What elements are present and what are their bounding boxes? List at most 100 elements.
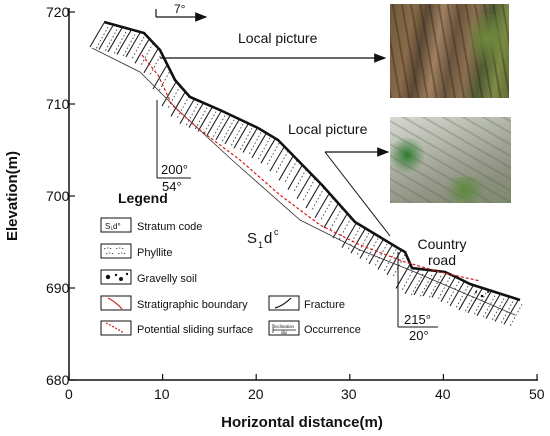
x-tick-marks — [68, 374, 538, 380]
occurrence-left-dip: 54° — [162, 179, 182, 194]
fracture-line — [449, 281, 465, 307]
occurrence-right-azimuth: 215° — [404, 312, 431, 327]
x-tick-0: 0 — [65, 386, 73, 402]
legend-phyllite: Phyllite — [137, 247, 172, 259]
fracture-line — [395, 264, 411, 289]
fracture-line — [170, 92, 186, 117]
phyllite-dash — [158, 68, 172, 92]
legend-occurrence-dip: dip — [281, 330, 288, 335]
legend-potential-sliding-surface: Potential sliding surface — [137, 324, 253, 336]
y-tick-720: 720 — [46, 4, 70, 20]
svg-text:S: S — [247, 230, 257, 247]
svg-text:1: 1 — [258, 240, 263, 250]
phyllite-dash — [365, 238, 379, 261]
x-tick-50: 50 — [529, 386, 545, 402]
phyllite-dash — [383, 249, 397, 272]
phyllite-dash — [419, 274, 433, 298]
phyllite-dash — [347, 227, 361, 250]
phyllite-dash — [122, 34, 136, 57]
phyllite-dash — [239, 128, 253, 151]
x-tick-30: 30 — [341, 386, 357, 402]
legend-phyllite-swatch — [100, 243, 132, 259]
fracture-line — [467, 288, 483, 314]
y-axis-title: Elevation(m) — [4, 151, 21, 241]
fracture-line — [179, 99, 195, 125]
legend-stratigraphic-boundary: Stratigraphic boundary — [137, 299, 248, 311]
fracture-line — [323, 203, 339, 229]
phyllite-dash — [455, 285, 469, 309]
phyllite-dash — [104, 29, 118, 52]
fracture-line — [413, 270, 429, 296]
legend-stratum-swatch — [100, 217, 132, 233]
fracture-line — [251, 133, 267, 159]
fracture-line — [188, 103, 204, 128]
phyllite-dash — [257, 137, 271, 161]
legend-fracture: Fracture — [304, 299, 345, 311]
fracture-line — [116, 30, 132, 55]
phyllite-dash — [338, 217, 352, 241]
y-tick-680: 680 — [46, 372, 70, 388]
phyllite-dash — [131, 36, 145, 60]
fracture-line — [143, 48, 159, 74]
phyllite-dash — [491, 298, 505, 321]
y-tick-700: 700 — [46, 188, 70, 204]
phyllite-dash — [149, 52, 163, 76]
dip-direction-indicator: 7° — [155, 2, 208, 22]
occurrence-right: 215° 20° — [397, 252, 438, 343]
local-picture-top-label: Local picture — [238, 30, 318, 46]
legend-occurrence: Occurrence — [304, 324, 361, 336]
fracture-line — [233, 123, 249, 149]
fracture-line — [107, 27, 123, 53]
fracture-line — [305, 183, 321, 209]
legend-stratum-symbol: S₁d° — [105, 222, 121, 231]
legend-gravelly-soil: Gravelly soil — [137, 273, 197, 285]
stratum-code-label: S 1 d c — [247, 227, 279, 250]
fracture-line — [494, 297, 510, 322]
occurrence-left-azimuth: 200° — [161, 162, 188, 177]
x-tick-10: 10 — [154, 386, 170, 402]
fracture-line — [287, 165, 303, 190]
x-tick-20: 20 — [248, 386, 264, 402]
phyllite-dash — [140, 43, 154, 66]
fracture-line — [161, 81, 177, 107]
phyllite-dash — [230, 123, 244, 147]
x-tick-40: 40 — [435, 386, 451, 402]
phyllite-dash — [185, 103, 199, 126]
phyllite-dash — [95, 26, 109, 50]
fracture-line — [422, 271, 438, 297]
phyllite-dash — [329, 207, 343, 231]
y-tick-710: 710 — [46, 96, 70, 112]
fracture-line — [377, 245, 393, 270]
phyllite-dash — [284, 160, 298, 183]
fracture-line — [89, 22, 105, 48]
y-tick-690: 690 — [46, 280, 70, 296]
local-picture-top-callout: Local picture — [160, 30, 387, 63]
fracture-line — [503, 300, 519, 325]
phyllite-dash — [248, 132, 262, 155]
lower-boundary — [91, 47, 516, 316]
phyllite-dash — [473, 292, 487, 316]
fracture-line — [260, 138, 276, 164]
phyllite-dash — [203, 111, 217, 134]
local-picture-mid-callout: Local picture — [288, 121, 391, 237]
legend-fracture-swatch — [268, 295, 300, 311]
phyllite-dash — [293, 169, 307, 192]
phyllite-dash — [446, 281, 460, 304]
fracture-line — [296, 174, 312, 200]
fracture-line — [152, 64, 168, 90]
phyllite-dash — [212, 115, 226, 138]
gravelly-soil-marks — [475, 291, 489, 298]
legend-boundary-swatch — [100, 295, 132, 311]
ground-surface — [103, 20, 521, 302]
fracture-line — [359, 234, 375, 259]
phyllite-dash — [302, 178, 316, 201]
occurrence-left: 200° 54° — [156, 100, 191, 194]
fracture-line — [125, 32, 141, 58]
phyllite-dash — [356, 232, 370, 256]
fracture-line — [224, 119, 240, 145]
legend-gravel-swatch — [100, 269, 132, 285]
potential-sliding-surface-line — [141, 54, 481, 282]
svg-text:road: road — [428, 252, 456, 268]
